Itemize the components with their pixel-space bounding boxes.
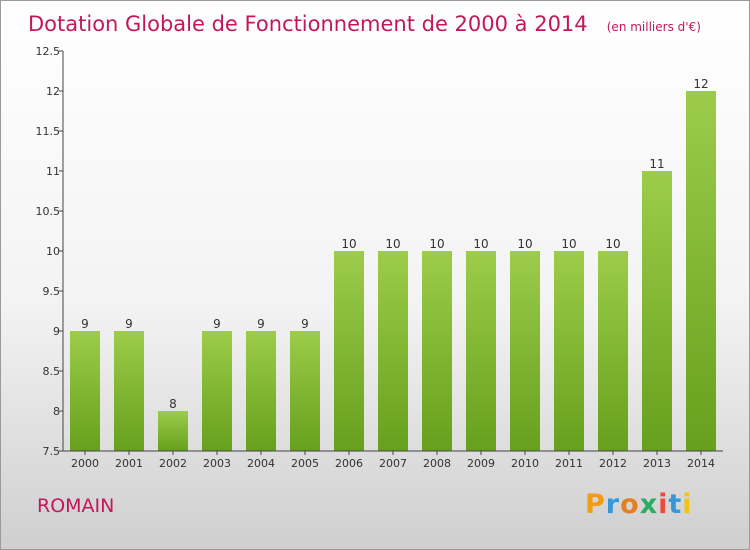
x-tick-label: 2005: [291, 457, 319, 470]
logo-letter: i: [658, 489, 669, 520]
x-tick-label: 2006: [335, 457, 363, 470]
bar-value-label: 10: [341, 237, 356, 251]
x-tick-label: 2008: [423, 457, 451, 470]
x-tick-label: 2004: [247, 457, 275, 470]
y-tick-label: 10: [46, 245, 60, 258]
bar-value-label: 9: [81, 317, 89, 331]
bar-value-label: 9: [301, 317, 309, 331]
x-tick-label: 2014: [687, 457, 715, 470]
y-tick-label: 11: [46, 165, 60, 178]
bar-2006: [334, 251, 364, 451]
y-tick-label: 12.5: [36, 45, 61, 58]
y-tick-label: 12: [46, 85, 60, 98]
bar-value-label: 9: [213, 317, 221, 331]
bar-value-label: 10: [385, 237, 400, 251]
bar-2014: [686, 91, 716, 451]
x-tick-label: 2003: [203, 457, 231, 470]
chart-title-main: Dotation Globale de Fonctionnement de 20…: [28, 12, 588, 36]
bar-2005: [290, 331, 320, 451]
x-tick-label: 2002: [159, 457, 187, 470]
chart-title: Dotation Globale de Fonctionnement de 20…: [28, 12, 701, 36]
bar-2003: [202, 331, 232, 451]
x-tick-label: 2011: [555, 457, 583, 470]
bar-value-label: 9: [125, 317, 133, 331]
bar-2010: [510, 251, 540, 451]
x-tick-label: 2012: [599, 457, 627, 470]
bar-2004: [246, 331, 276, 451]
bar-value-label: 10: [473, 237, 488, 251]
proxiti-logo: Proxiti: [585, 489, 693, 520]
x-tick-label: 2007: [379, 457, 407, 470]
y-tick-label: 8: [53, 405, 60, 418]
chart-subtitle: (en milliers d'€): [607, 20, 701, 34]
bar-2009: [466, 251, 496, 451]
x-tick-label: 2000: [71, 457, 99, 470]
bar-value-label: 10: [561, 237, 576, 251]
bar-2013: [642, 171, 672, 451]
y-tick-label: 11.5: [36, 125, 61, 138]
bar-2011: [554, 251, 584, 451]
y-tick-label: 10.5: [36, 205, 61, 218]
bar-2007: [378, 251, 408, 451]
bars: 9 9 8 9 9 9 10 10 10 10 10 10 10 11 12: [70, 77, 716, 451]
logo-letter: r: [605, 489, 621, 520]
bar-value-label: 9: [257, 317, 265, 331]
bar-2001: [114, 331, 144, 451]
x-axis: 2000 2001 2002 2003 2004 2005 2006 2007 2008 2009…: [63, 450, 723, 470]
bar-2000: [70, 331, 100, 451]
commune-name: ROMAIN: [37, 495, 115, 517]
logo-letter: P: [585, 489, 606, 520]
bar-value-label: 8: [169, 397, 177, 411]
y-axis: 7.5 8 8.5 9 9.5 10 10.5 11 11.5 12 12.5: [36, 45, 64, 458]
bar-2012: [598, 251, 628, 451]
x-tick-label: 2009: [467, 457, 495, 470]
logo-letter: i: [682, 489, 693, 520]
x-tick-label: 2010: [511, 457, 539, 470]
bar-value-label: 11: [649, 157, 664, 171]
bar-value-label: 10: [429, 237, 444, 251]
bar-2002: [158, 411, 188, 451]
logo-letter: x: [639, 489, 659, 520]
x-tick-label: 2001: [115, 457, 143, 470]
y-tick-label: 8.5: [43, 365, 61, 378]
bar-value-label: 10: [605, 237, 620, 251]
y-tick-label: 9: [53, 325, 60, 338]
bar-value-label: 12: [693, 77, 708, 91]
logo-letter: o: [620, 489, 640, 520]
y-tick-label: 7.5: [43, 445, 61, 458]
bar-value-label: 10: [517, 237, 532, 251]
y-tick-label: 9.5: [43, 285, 61, 298]
x-tick-label: 2013: [643, 457, 671, 470]
bar-2008: [422, 251, 452, 451]
logo-letter: t: [668, 489, 683, 520]
